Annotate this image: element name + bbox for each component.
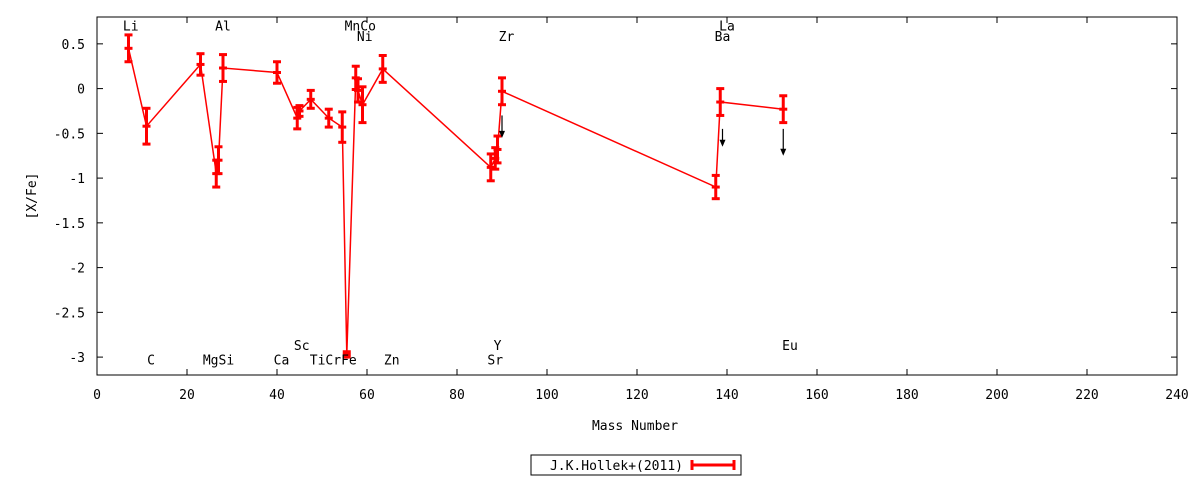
x-tick-label: 40 xyxy=(269,388,285,403)
x-tick-label: 220 xyxy=(1075,388,1098,403)
x-tick-label: 160 xyxy=(805,388,828,403)
legend: J.K.Hollek+(2011) xyxy=(530,454,742,476)
element-label: Ni xyxy=(357,30,373,45)
arrow-head xyxy=(719,139,726,147)
upper-limit-arrows xyxy=(499,115,787,156)
x-axis-title: Mass Number xyxy=(592,419,678,434)
x-tick-label: 180 xyxy=(895,388,918,403)
element-label: Y xyxy=(494,339,502,354)
element-label: Ca xyxy=(274,353,290,368)
y-tick-label: -2.5 xyxy=(54,306,85,321)
element-label: Sr xyxy=(487,353,503,368)
data-series xyxy=(124,33,788,359)
element-label: Ba xyxy=(715,30,731,45)
x-tick-label: 140 xyxy=(715,388,738,403)
y-axis: 0.5 0 -0.5 -1 -1.5 -2 -2.5 -3 xyxy=(54,38,1177,366)
y-tick-label: -3 xyxy=(69,351,85,366)
element-label: Li xyxy=(123,19,139,34)
element-label: TiCrFe xyxy=(310,353,357,368)
x-tick-label: 80 xyxy=(449,388,465,403)
series-line xyxy=(127,48,784,355)
element-label: Al xyxy=(215,19,231,34)
x-axis: 0 20 40 60 80 100 120 140 160 180 200 220 240 xyxy=(93,17,1189,403)
element-label: Sc xyxy=(294,339,310,354)
element-label: MgSi xyxy=(203,353,234,368)
y-tick-label: 0 xyxy=(77,83,85,98)
legend-box xyxy=(530,454,742,476)
arrow-head xyxy=(499,130,505,138)
x-tick-label: 100 xyxy=(535,388,558,403)
element-label: Zn xyxy=(384,353,400,368)
arrow-head xyxy=(780,148,787,156)
y-tick-label: -2 xyxy=(69,262,85,277)
x-tick-label: 0 xyxy=(93,388,101,403)
x-tick-label: 200 xyxy=(985,388,1008,403)
x-tick-label: 240 xyxy=(1165,388,1188,403)
y-tick-label: -0.5 xyxy=(54,127,85,142)
y-tick-label: -1 xyxy=(69,172,85,187)
element-label: Eu xyxy=(782,339,798,354)
x-tick-label: 120 xyxy=(625,388,648,403)
y-tick-label: -1.5 xyxy=(54,217,85,232)
x-tick-label: 20 xyxy=(179,388,195,403)
element-label: MnCo xyxy=(345,19,376,34)
element-label: La xyxy=(719,19,735,34)
y-tick-label: 0.5 xyxy=(62,38,85,53)
x-tick-label: 60 xyxy=(359,388,375,403)
element-label: Zr xyxy=(499,30,515,45)
y-axis-title: [X/Fe] xyxy=(25,173,40,220)
legend-label: J.K.Hollek+(2011) xyxy=(550,459,683,474)
element-label: C xyxy=(147,353,155,368)
